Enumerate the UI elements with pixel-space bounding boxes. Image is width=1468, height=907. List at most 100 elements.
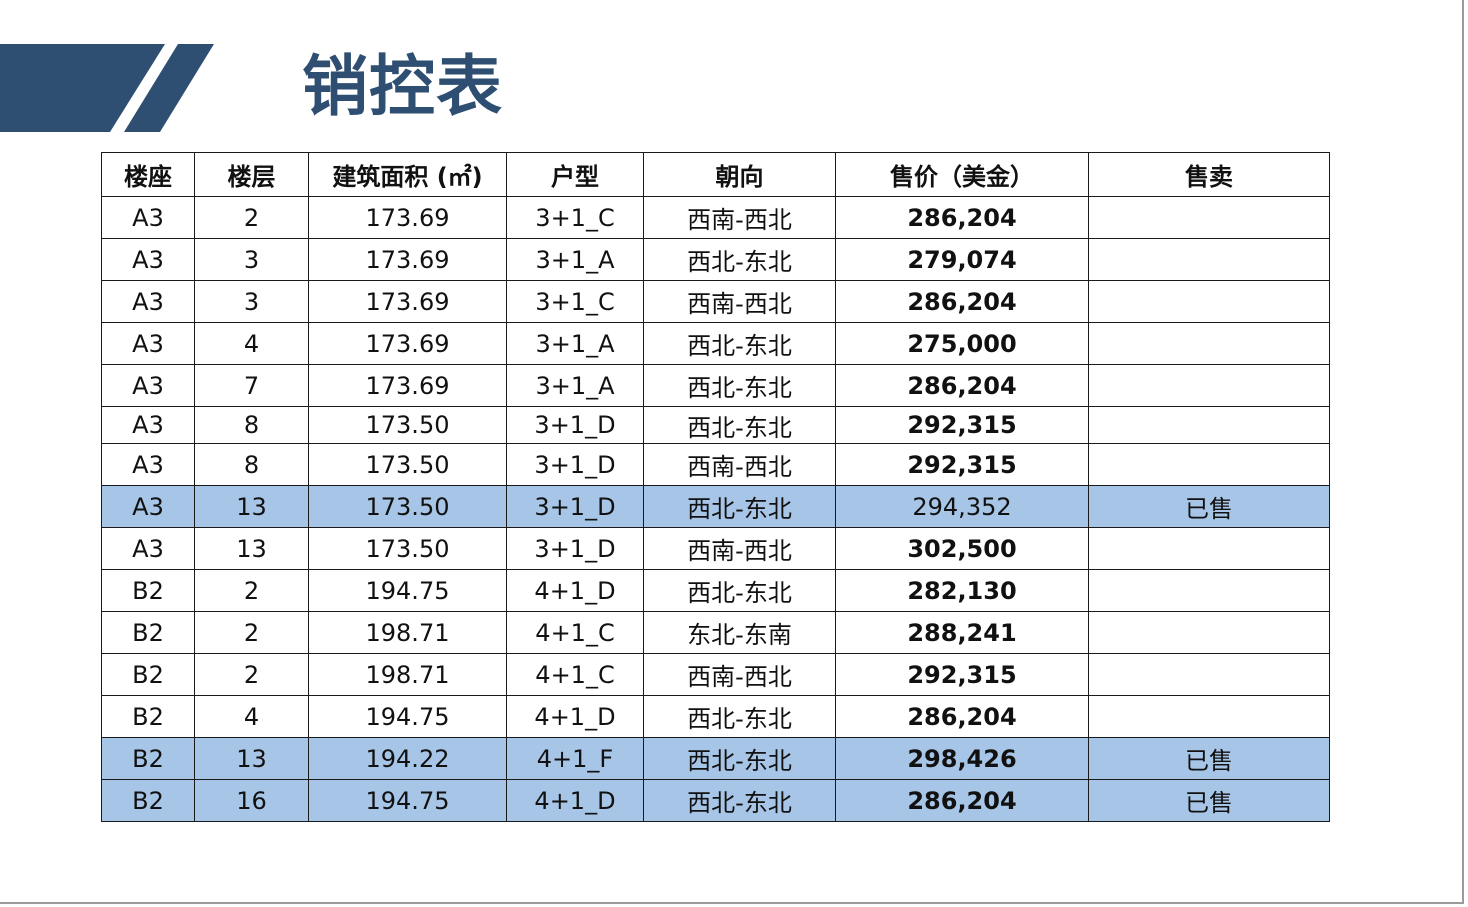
cell-price: 292,315 — [835, 406, 1089, 444]
table-row: A3 8 173.50 3+1_D 西南-西北 292,315 — [101, 443, 1330, 486]
cell-area: 173.50 — [308, 406, 507, 444]
cell-building: A3 — [101, 364, 195, 407]
cell-price: 286,204 — [835, 364, 1089, 407]
cell-area: 198.71 — [308, 653, 507, 696]
table-row: A3 3 173.69 3+1_C 西南-西北 286,204 — [101, 280, 1330, 323]
cell-sale-status — [1088, 406, 1330, 444]
header-price: 售价（美金） — [835, 152, 1089, 197]
cell-floor: 2 — [194, 569, 309, 612]
cell-orientation: 西北-东北 — [643, 737, 836, 780]
table-row: A3 4 173.69 3+1_A 西北-东北 275,000 — [101, 322, 1330, 365]
cell-price: 302,500 — [835, 527, 1089, 570]
cell-unit-type: 4+1_D — [506, 569, 644, 612]
cell-unit-type: 3+1_A — [506, 364, 644, 407]
cell-orientation: 西南-西北 — [643, 527, 836, 570]
sales-control-table: 楼座 楼层 建筑面积 (㎡) 户型 朝向 售价（美金） 售卖 A3 2 173.… — [101, 152, 1330, 822]
cell-unit-type: 3+1_D — [506, 485, 644, 528]
header-sale-status: 售卖 — [1088, 152, 1330, 197]
cell-unit-type: 4+1_C — [506, 653, 644, 696]
cell-price: 288,241 — [835, 611, 1089, 654]
cell-building: A3 — [101, 485, 195, 528]
cell-unit-type: 3+1_D — [506, 527, 644, 570]
cell-orientation: 西北-东北 — [643, 406, 836, 444]
table-row-sold: B2 13 194.22 4+1_F 西北-东北 298,426 已售 — [101, 737, 1330, 780]
cell-floor: 8 — [194, 443, 309, 486]
cell-unit-type: 3+1_A — [506, 238, 644, 281]
cell-building: A3 — [101, 406, 195, 444]
cell-orientation: 西北-东北 — [643, 364, 836, 407]
cell-sale-status — [1088, 695, 1330, 738]
cell-sale-status — [1088, 527, 1330, 570]
title-accent-band — [0, 44, 214, 132]
cell-sale-status — [1088, 443, 1330, 486]
page-title: 销控表 — [302, 48, 503, 125]
cell-sale-status — [1088, 364, 1330, 407]
cell-area: 173.50 — [308, 443, 507, 486]
cell-orientation: 西北-东北 — [643, 779, 836, 822]
table-row: A3 13 173.50 3+1_D 西南-西北 302,500 — [101, 527, 1330, 570]
cell-price: 279,074 — [835, 238, 1089, 281]
cell-orientation: 西北-东北 — [643, 238, 836, 281]
cell-floor: 13 — [194, 737, 309, 780]
cell-price: 286,204 — [835, 196, 1089, 239]
cell-area: 194.22 — [308, 737, 507, 780]
cell-building: B2 — [101, 737, 195, 780]
cell-area: 198.71 — [308, 611, 507, 654]
cell-price: 286,204 — [835, 779, 1089, 822]
cell-floor: 4 — [194, 322, 309, 365]
cell-orientation: 东北-东南 — [643, 611, 836, 654]
cell-sale-status: 已售 — [1088, 737, 1330, 780]
cell-area: 194.75 — [308, 569, 507, 612]
header-area: 建筑面积 (㎡) — [308, 152, 507, 197]
cell-floor: 2 — [194, 653, 309, 696]
header-unit-type: 户型 — [506, 152, 644, 197]
cell-area: 173.50 — [308, 527, 507, 570]
cell-price: 294,352 — [835, 485, 1089, 528]
table-row-sold: A3 13 173.50 3+1_D 西北-东北 294,352 已售 — [101, 485, 1330, 528]
cell-sale-status — [1088, 653, 1330, 696]
cell-price: 298,426 — [835, 737, 1089, 780]
cell-sale-status — [1088, 322, 1330, 365]
cell-building: B2 — [101, 653, 195, 696]
cell-floor: 2 — [194, 611, 309, 654]
cell-orientation: 西北-东北 — [643, 695, 836, 738]
cell-price: 286,204 — [835, 695, 1089, 738]
cell-orientation: 西南-西北 — [643, 196, 836, 239]
cell-orientation: 西北-东北 — [643, 485, 836, 528]
table-header-row: 楼座 楼层 建筑面积 (㎡) 户型 朝向 售价（美金） 售卖 — [101, 152, 1330, 197]
cell-floor: 2 — [194, 196, 309, 239]
table-row: B2 2 194.75 4+1_D 西北-东北 282,130 — [101, 569, 1330, 612]
cell-unit-type: 3+1_C — [506, 196, 644, 239]
cell-orientation: 西南-西北 — [643, 280, 836, 323]
table-row: A3 2 173.69 3+1_C 西南-西北 286,204 — [101, 196, 1330, 239]
cell-area: 173.50 — [308, 485, 507, 528]
header-building: 楼座 — [101, 152, 195, 197]
cell-building: A3 — [101, 238, 195, 281]
cell-building: B2 — [101, 695, 195, 738]
cell-sale-status: 已售 — [1088, 779, 1330, 822]
cell-floor: 16 — [194, 779, 309, 822]
header-floor: 楼层 — [194, 152, 309, 197]
cell-floor: 8 — [194, 406, 309, 444]
cell-floor: 3 — [194, 280, 309, 323]
cell-sale-status — [1088, 196, 1330, 239]
cell-price: 275,000 — [835, 322, 1089, 365]
cell-unit-type: 3+1_C — [506, 280, 644, 323]
table-row: B2 2 198.71 4+1_C 东北-东南 288,241 — [101, 611, 1330, 654]
cell-sale-status — [1088, 238, 1330, 281]
cell-building: B2 — [101, 779, 195, 822]
cell-sale-status — [1088, 611, 1330, 654]
cell-sale-status — [1088, 569, 1330, 612]
cell-unit-type: 4+1_D — [506, 695, 644, 738]
cell-floor: 4 — [194, 695, 309, 738]
cell-unit-type: 4+1_D — [506, 779, 644, 822]
cell-floor: 13 — [194, 485, 309, 528]
header-orientation: 朝向 — [643, 152, 836, 197]
cell-price: 286,204 — [835, 280, 1089, 323]
cell-floor: 7 — [194, 364, 309, 407]
cell-unit-type: 4+1_C — [506, 611, 644, 654]
cell-area: 194.75 — [308, 695, 507, 738]
cell-price: 292,315 — [835, 653, 1089, 696]
cell-building: A3 — [101, 196, 195, 239]
